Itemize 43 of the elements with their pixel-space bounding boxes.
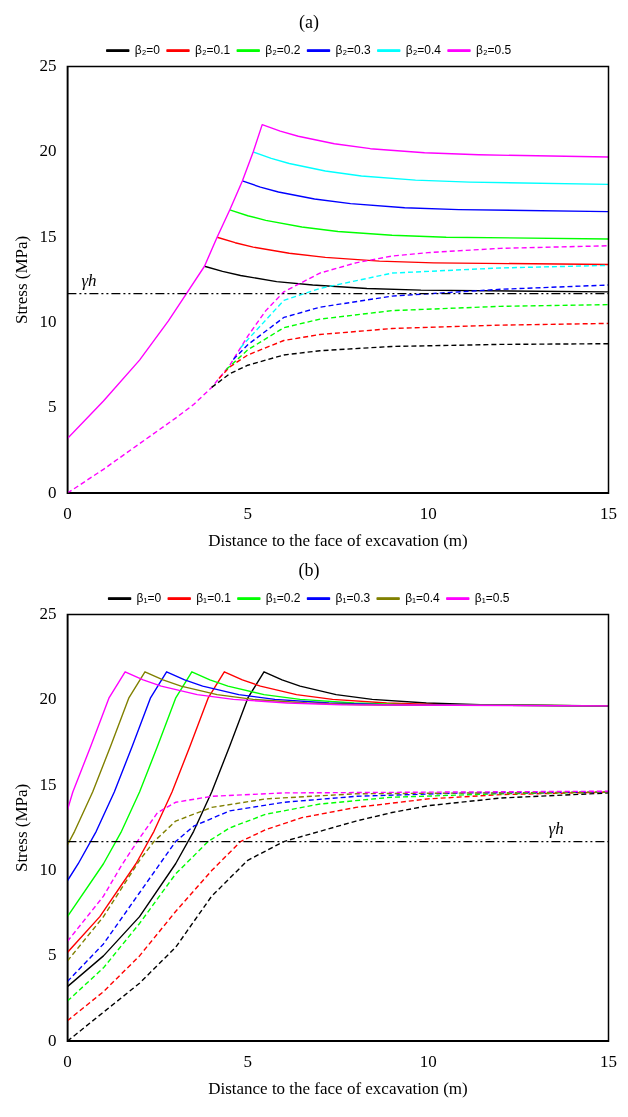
- y-tick-label: 5: [47, 945, 57, 965]
- ref-line-label: γh: [81, 270, 97, 290]
- line-series: [218, 322, 609, 380]
- y-tick-label: 10: [39, 312, 57, 332]
- y-tick-label: 20: [39, 141, 57, 161]
- legend-label: β₂=0.5: [476, 42, 512, 57]
- x-tick-label: 5: [243, 503, 253, 523]
- legend-label: β₂=0.2: [265, 42, 301, 57]
- y-axis-title: Stress (MPa): [11, 783, 31, 873]
- x-tick-label: 5: [243, 1051, 253, 1071]
- y-tick-label: 25: [39, 604, 57, 624]
- y-tick-label: 20: [39, 689, 57, 709]
- x-tick-label: 0: [63, 503, 72, 523]
- y-tick-label: 5: [47, 397, 57, 417]
- legend-label: β₂=0.4: [405, 42, 442, 57]
- chart-title: (a): [299, 11, 319, 33]
- x-tick-label: 0: [63, 1051, 72, 1071]
- x-axis-title: Distance to the face of excavation (m): [208, 531, 468, 551]
- y-tick-label: 0: [47, 482, 57, 502]
- x-tick-label: 15: [600, 503, 617, 523]
- y-tick-label: 0: [47, 1030, 57, 1050]
- legend-label: β₁=0.1: [196, 590, 232, 605]
- x-tick-label: 15: [600, 1051, 617, 1071]
- legend-label: β₁=0.4: [405, 590, 441, 605]
- y-tick-label: 15: [39, 774, 57, 794]
- line-series: [232, 284, 609, 361]
- legend-label: β₁=0.5: [474, 590, 510, 605]
- chart-title: (b): [298, 559, 320, 581]
- legend-label: β₂=0: [134, 42, 161, 57]
- ref-line-label: γh: [548, 818, 564, 838]
- y-tick-label: 15: [39, 226, 57, 246]
- y-axis-title: Stress (MPa): [11, 235, 31, 325]
- x-tick-label: 10: [419, 1051, 437, 1071]
- y-tick-label: 10: [39, 860, 57, 880]
- legend-label: β₂=0.3: [335, 42, 372, 57]
- y-tick-label: 25: [39, 56, 57, 76]
- legend-label: β₁=0.2: [265, 590, 301, 605]
- line-series: [225, 303, 609, 371]
- x-tick-label: 10: [419, 503, 437, 523]
- legend-label: β₁=0.3: [335, 590, 371, 605]
- legend-label: β₂=0.1: [195, 42, 231, 57]
- legend-label: β₁=0: [136, 590, 162, 605]
- x-axis-title: Distance to the face of excavation (m): [208, 1079, 468, 1099]
